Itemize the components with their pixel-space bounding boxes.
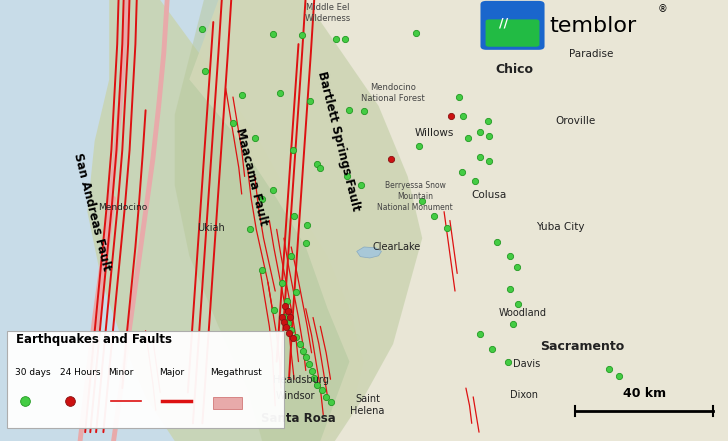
Polygon shape	[175, 0, 422, 441]
Text: Healdsburg: Healdsburg	[274, 375, 329, 385]
Text: Major: Major	[159, 368, 184, 377]
FancyBboxPatch shape	[480, 1, 545, 50]
Text: Paradise: Paradise	[569, 49, 613, 59]
Polygon shape	[357, 247, 381, 258]
Text: Middle Eel
Wilderness: Middle Eel Wilderness	[304, 3, 351, 23]
Text: temblor: temblor	[550, 16, 637, 37]
Text: Willows: Willows	[414, 128, 454, 138]
Text: 40 km: 40 km	[622, 387, 666, 400]
Text: ®: ®	[657, 4, 667, 14]
Text: Chico: Chico	[495, 63, 533, 76]
Text: Yuba City: Yuba City	[537, 222, 585, 232]
Text: Bartlett Springs Fault: Bartlett Springs Fault	[314, 70, 363, 213]
Text: Saint
Helena: Saint Helena	[350, 394, 385, 415]
Text: Sacramento: Sacramento	[540, 340, 625, 353]
Text: Woodland: Woodland	[499, 308, 547, 318]
Polygon shape	[87, 0, 364, 441]
FancyBboxPatch shape	[486, 19, 539, 47]
Text: Berryessa Snow
Mountain
National Monument: Berryessa Snow Mountain National Monumen…	[377, 181, 453, 212]
Text: 24 Hours: 24 Hours	[60, 368, 100, 377]
Text: Oroville: Oroville	[555, 116, 596, 126]
Text: 30 days: 30 days	[15, 368, 50, 377]
Bar	[213, 397, 242, 409]
Text: Davis: Davis	[513, 359, 541, 369]
Polygon shape	[189, 0, 728, 441]
Text: Ukiah: Ukiah	[197, 224, 225, 233]
Text: Megathrust: Megathrust	[210, 368, 261, 377]
Text: Santa Rosa: Santa Rosa	[261, 411, 336, 425]
Text: Mendocino
National Forest: Mendocino National Forest	[361, 82, 425, 103]
Bar	[7, 331, 284, 428]
Text: //: //	[499, 16, 508, 30]
Text: Mendocino: Mendocino	[98, 203, 147, 212]
Text: Colusa: Colusa	[472, 190, 507, 200]
Text: ClearLake: ClearLake	[373, 242, 421, 252]
Text: Windsor: Windsor	[276, 391, 315, 401]
Text: Maacama Fault: Maacama Fault	[233, 126, 269, 227]
Text: Earthquakes and Faults: Earthquakes and Faults	[16, 333, 172, 346]
Text: San Andreas Fault: San Andreas Fault	[71, 151, 113, 272]
Text: Dixon: Dixon	[510, 390, 538, 400]
Text: Minor: Minor	[108, 368, 133, 377]
